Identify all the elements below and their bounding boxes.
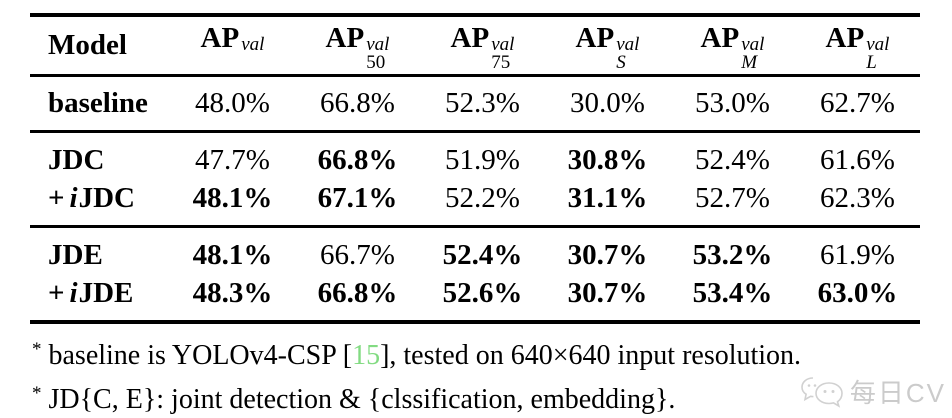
model-name: baseline [48, 87, 148, 119]
italic-i: i [69, 181, 78, 214]
sup-sub-stack: val M [741, 34, 765, 73]
metric-value: 66.8% [317, 276, 398, 309]
ap-label: AP [700, 22, 740, 55]
metric-value: 53.4% [692, 276, 773, 309]
metric-value: 30.0% [570, 87, 645, 119]
column-header-model: Model [48, 29, 127, 61]
footnote-text: ], tested on 640×640 input resolution. [380, 340, 802, 371]
metric-value: 62.7% [820, 87, 895, 119]
plus-sign: + [48, 181, 65, 214]
watermark-text: 每日CV [849, 378, 946, 408]
model-name: JDC [78, 181, 135, 214]
metric-value: 48.1% [192, 181, 273, 214]
jdc-group: JDC 47.7% 66.8% 51.9% 30.8% 52.4% 61.6% + iJDC 48… [30, 133, 920, 225]
metric-value: 66.8% [317, 143, 398, 176]
model-label: + iJDC [30, 182, 170, 215]
metric-value: 31.1% [567, 181, 648, 214]
metric-value: 61.9% [820, 238, 895, 271]
citation-15: 15 [352, 340, 381, 371]
metric-value: 52.7% [695, 181, 770, 214]
results-table: Model AP val AP val 50 AP val 75 AP val S AP val… [30, 13, 920, 324]
metric-value: 52.3% [445, 87, 520, 119]
footnote-marker: * [32, 339, 42, 360]
metric-value: 63.0% [817, 276, 898, 309]
metric-value: 66.8% [320, 87, 395, 119]
metric-value: 52.4% [695, 143, 770, 176]
sup-sub-stack: val [241, 34, 265, 56]
model-label: JDE [30, 239, 170, 272]
sup-sub-stack: val L [866, 34, 890, 73]
model-name: JDC [48, 143, 105, 176]
metric-value: 66.7% [320, 238, 395, 271]
footnote-text: JD{C, E}: joint detection & {clssificati… [48, 384, 676, 415]
metric-value: 52.6% [442, 276, 523, 309]
column-header-ap50: AP val 50 [295, 22, 420, 73]
jde-group: JDE 48.1% 66.7% 52.4% 30.7% 53.2% 61.9% + iJDE 48… [30, 228, 920, 320]
ap-label: AP [200, 22, 240, 55]
table-row: JDE 48.1% 66.7% 52.4% 30.7% 53.2% 61.9% [30, 236, 920, 274]
metric-value: 47.7% [195, 143, 270, 176]
ap-label: AP [450, 22, 490, 55]
column-header-ap-s: AP val S [545, 22, 670, 73]
ap-label: AP [575, 22, 615, 55]
column-header-ap-m: AP val M [670, 22, 795, 73]
footnote-jd: * JD{C, E}: joint detection & {clssificat… [30, 375, 930, 418]
table-bottom-rule [30, 320, 920, 324]
footnotes: * baseline is YOLOv4-CSP [15], tested on … [30, 331, 930, 418]
model-name: JDE [48, 238, 103, 271]
table-top-rule [30, 13, 920, 17]
sup-sub-stack: val S [616, 34, 640, 73]
sup-sub-stack: val 75 [491, 34, 515, 73]
metric-value: 48.3% [192, 276, 273, 309]
metric-value: 62.3% [820, 181, 895, 214]
ap-label: AP [325, 22, 365, 55]
table-row: + iJDC 48.1% 67.1% 52.2% 31.1% 52.7% 62.3% [30, 179, 920, 217]
model-label: + iJDE [30, 277, 170, 310]
column-header-ap-l: AP val L [795, 22, 920, 73]
metric-value: 52.4% [442, 238, 523, 271]
baseline-group: baseline 48.0% 66.8% 52.3% 30.0% 53.0% 62.7% [30, 77, 920, 130]
footnote-baseline: * baseline is YOLOv4-CSP [15], tested on … [30, 331, 930, 375]
column-header-ap75: AP val 75 [420, 22, 545, 73]
metric-value: 48.1% [192, 238, 273, 271]
metric-value: 52.2% [445, 181, 520, 214]
chat-bubbles-icon [800, 375, 846, 409]
metric-value: 30.7% [567, 238, 648, 271]
metric-value: 30.7% [567, 276, 648, 309]
italic-i: i [69, 276, 78, 309]
metric-value: 61.6% [820, 143, 895, 176]
metric-value: 67.1% [317, 181, 398, 214]
column-header-ap: AP val [170, 22, 295, 68]
watermark: 每日CV [800, 373, 946, 410]
footnote-text: baseline is YOLOv4-CSP [ [48, 340, 353, 371]
table-row: baseline 48.0% 66.8% 52.3% 30.0% 53.0% 62.7% [30, 77, 920, 130]
footnote-marker: * [32, 383, 42, 404]
header-row: Model AP val AP val 50 AP val 75 AP val S AP val… [30, 17, 920, 74]
model-label: JDC [30, 144, 170, 177]
ap-label: AP [825, 22, 865, 55]
table-row: + iJDE 48.3% 66.8% 52.6% 30.7% 53.4% 63.0% [30, 274, 920, 312]
table-row: JDC 47.7% 66.8% 51.9% 30.8% 52.4% 61.6% [30, 141, 920, 179]
metric-value: 30.8% [567, 143, 648, 176]
metric-value: 51.9% [445, 143, 520, 176]
header-separator-rule [30, 74, 920, 77]
plus-sign: + [48, 276, 65, 309]
group-separator-rule [30, 130, 920, 133]
group-separator-rule [30, 225, 920, 228]
metric-value: 48.0% [195, 87, 270, 119]
model-name: JDE [78, 276, 134, 309]
metric-value: 53.2% [692, 238, 773, 271]
sup-sub-stack: val 50 [366, 34, 390, 73]
model-label: baseline [30, 87, 170, 120]
metric-value: 53.0% [695, 87, 770, 119]
